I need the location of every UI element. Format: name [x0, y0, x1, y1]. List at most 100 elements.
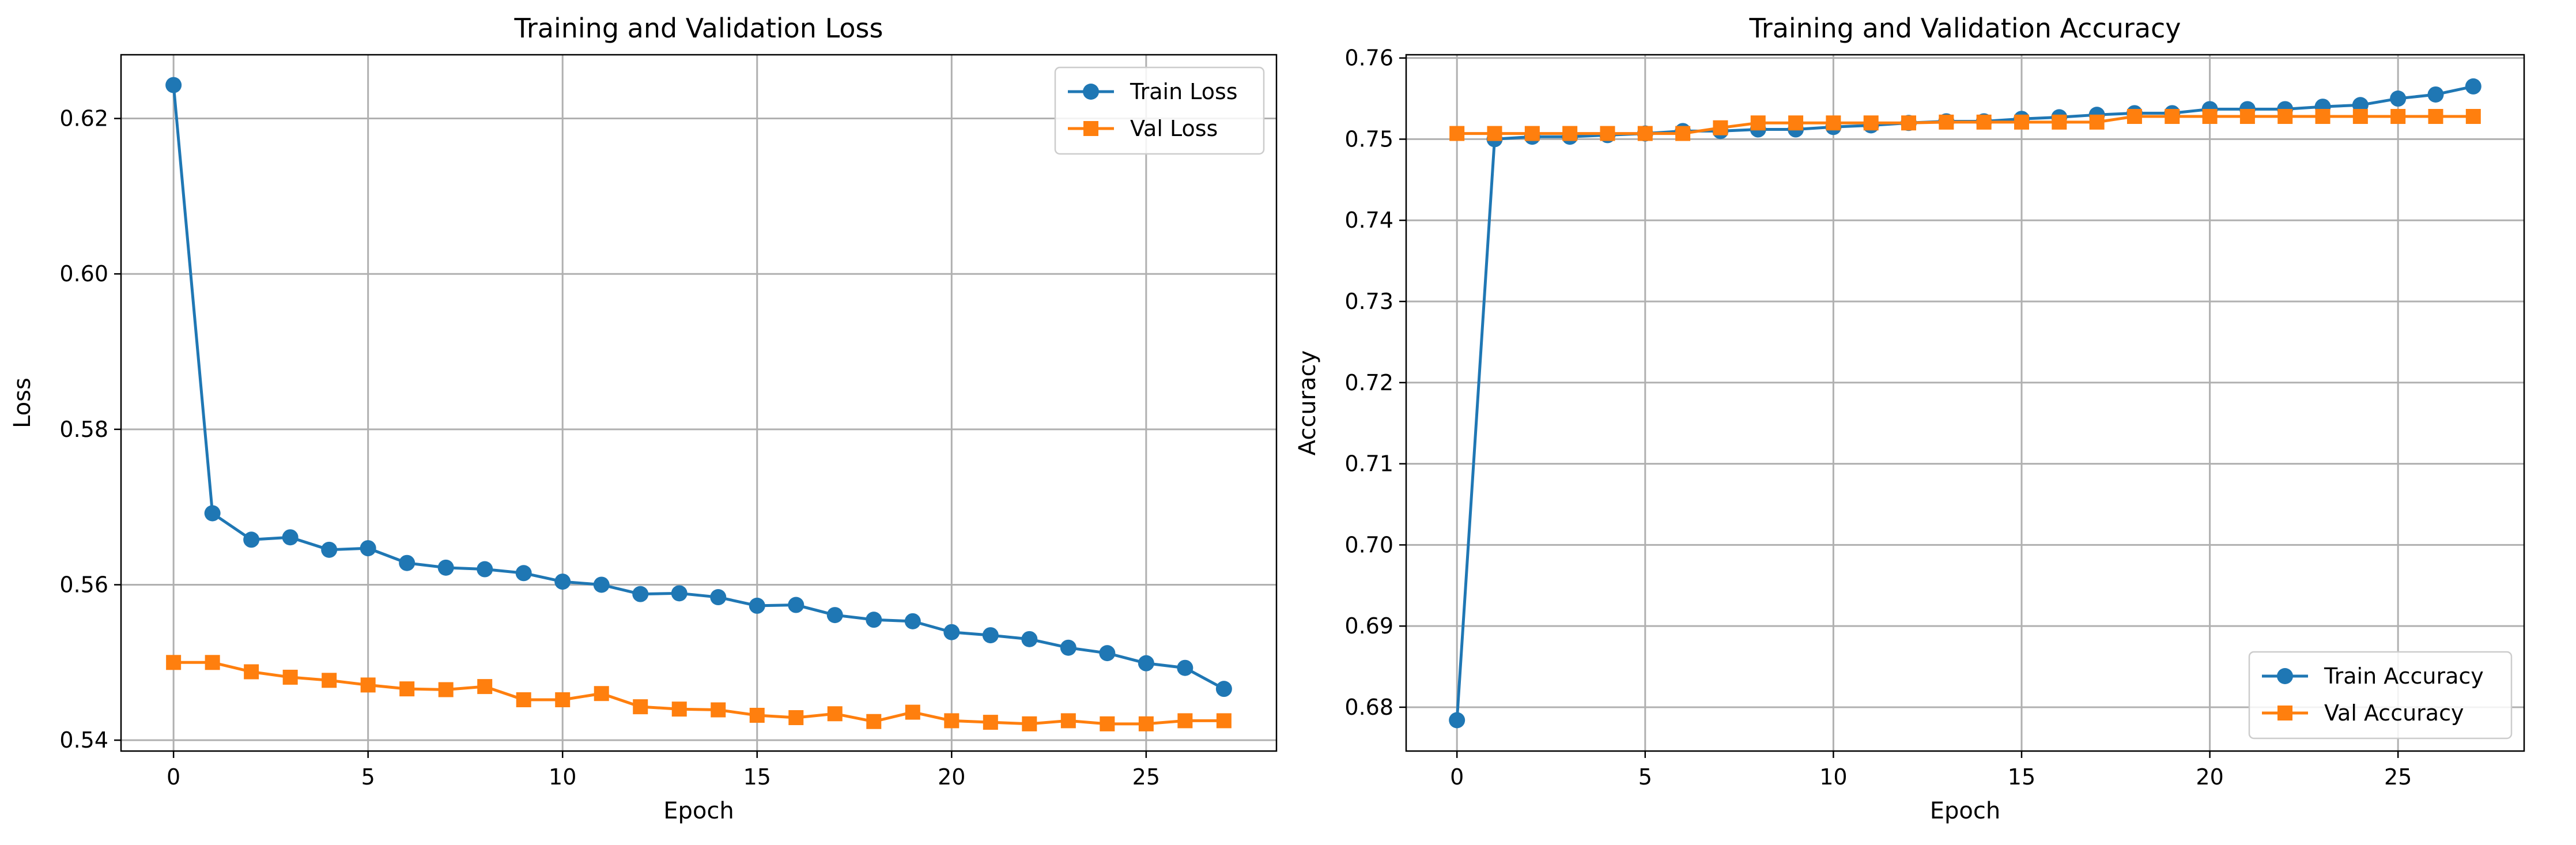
data-point: [1099, 645, 1116, 662]
data-point: [2390, 90, 2407, 107]
data-point: [2239, 109, 2255, 125]
data-point: [866, 714, 882, 729]
data-point: [1449, 712, 1465, 729]
x-tick-label: 10: [1819, 764, 1847, 790]
data-point: [1562, 126, 1578, 141]
x-tick-label: 0: [167, 764, 180, 790]
data-point: [1449, 126, 1465, 141]
legend-marker: [2277, 668, 2293, 684]
data-point: [555, 692, 571, 708]
data-point: [477, 679, 493, 695]
data-point: [710, 589, 727, 606]
y-tick-label: 0.74: [1344, 208, 1393, 233]
legend-label: Train Loss: [1130, 79, 1238, 104]
legend-label: Train Accuracy: [2324, 663, 2484, 689]
data-point: [166, 655, 182, 670]
data-point: [1177, 713, 1193, 729]
y-tick-label: 0.75: [1344, 126, 1393, 152]
series-val-accuracy: [1449, 109, 2481, 141]
series-line: [173, 661, 1224, 726]
data-point: [1487, 126, 1502, 141]
y-tick-label: 0.76: [1344, 46, 1393, 71]
data-point: [2428, 109, 2443, 125]
legend-marker: [1083, 84, 1099, 100]
series-train-accuracy: [1449, 78, 2481, 729]
data-point: [943, 624, 960, 640]
data-point: [437, 559, 454, 576]
y-tick-label: 0.62: [59, 106, 108, 131]
y-axis-label: Accuracy: [1294, 350, 1321, 456]
y-axis-label: Loss: [9, 378, 36, 428]
data-point: [905, 704, 920, 720]
data-point: [1826, 115, 1841, 131]
data-point: [1901, 115, 1917, 131]
data-point: [2089, 114, 2105, 130]
data-point: [1177, 659, 1193, 676]
data-point: [243, 531, 260, 548]
x-axis-label: Epoch: [663, 798, 734, 824]
data-point: [982, 627, 999, 644]
data-point: [322, 673, 337, 688]
data-point: [1060, 713, 1076, 729]
data-point: [2315, 109, 2331, 125]
data-point: [2277, 109, 2293, 125]
data-point: [788, 710, 804, 726]
data-point: [516, 692, 531, 708]
data-point: [244, 664, 259, 680]
data-point: [165, 77, 182, 93]
accuracy-chart: Training and Validation Accuracy 0 5 10 15 20…: [1294, 13, 2525, 824]
data-point: [2014, 114, 2029, 130]
data-point: [2126, 109, 2142, 125]
plot-area-frame: [120, 54, 1278, 752]
series-line: [1455, 85, 2474, 720]
data-point: [711, 702, 726, 718]
legend-frame: [1054, 66, 1265, 155]
data-point: [593, 576, 610, 593]
y-tick-label: 0.72: [1344, 370, 1393, 395]
chart-title: Training and Validation Accuracy: [1748, 13, 2181, 44]
data-point: [321, 541, 338, 558]
data-point: [2202, 109, 2218, 125]
legend-frame: [2248, 651, 2513, 740]
data-point: [1215, 681, 1232, 697]
data-point: [1138, 655, 1154, 672]
data-point: [2465, 109, 2481, 125]
plot-area-frame: [1405, 54, 2525, 752]
data-point: [1021, 631, 1038, 647]
y-tick-label: 0.68: [1344, 695, 1393, 720]
x-tick-label: 20: [2196, 764, 2223, 790]
legend-item: Train Accuracy: [2262, 663, 2484, 689]
data-point: [1637, 126, 1653, 141]
data-point: [749, 707, 765, 723]
legend-marker: [1083, 121, 1098, 136]
y-tick-label: 0.69: [1344, 613, 1393, 639]
x-tick-label: 0: [1450, 764, 1464, 790]
data-point: [1216, 713, 1232, 729]
data-point: [944, 713, 960, 729]
x-axis-label: Epoch: [1930, 798, 2000, 824]
data-point: [671, 585, 688, 602]
data-point: [204, 505, 221, 522]
y-tick-label: 0.70: [1344, 532, 1393, 557]
x-tick-label: 10: [549, 764, 576, 790]
series-line: [172, 85, 1225, 691]
y-tick-label: 0.58: [59, 417, 108, 442]
data-point: [1750, 115, 1766, 131]
legend-item: Train Loss: [1068, 79, 1238, 104]
data-point: [826, 607, 843, 624]
data-point: [1600, 126, 1615, 141]
data-point: [2052, 114, 2067, 130]
data-point: [399, 681, 415, 697]
x-tick-label: 5: [1638, 764, 1652, 790]
data-point: [827, 706, 843, 722]
data-point: [1060, 639, 1077, 656]
data-point: [1939, 114, 1954, 130]
legend-label: Val Loss: [1130, 116, 1218, 141]
y-tick-label: 0.71: [1344, 451, 1393, 477]
x-tick-label: 15: [743, 764, 771, 790]
data-point: [671, 701, 687, 717]
data-point: [983, 715, 998, 730]
legend: Train Loss Val Loss: [1054, 66, 1265, 155]
data-point: [282, 529, 299, 546]
